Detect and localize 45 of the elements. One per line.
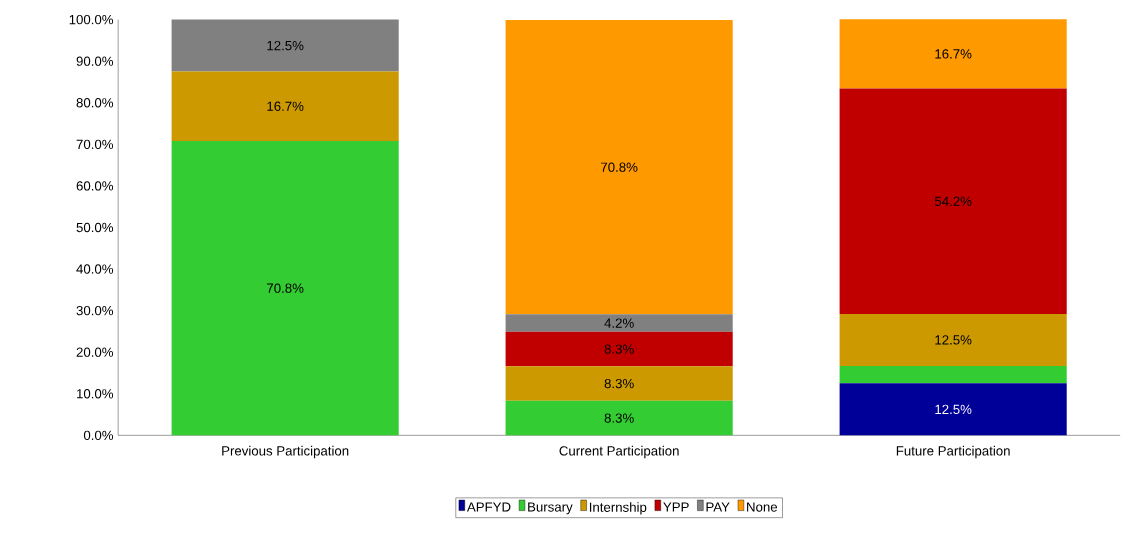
data-label: 12.5%	[267, 40, 304, 51]
y-tick-label: 60.0%	[76, 181, 114, 191]
y-tick-label: 10.0%	[77, 388, 114, 399]
bar	[839, 313, 1067, 366]
bar	[505, 19, 733, 315]
data-label: 8.3%	[604, 413, 634, 423]
data-label: 16.7%	[935, 49, 972, 59]
bar	[505, 400, 733, 436]
bar	[505, 314, 733, 332]
bar	[171, 19, 399, 72]
bar	[839, 383, 1067, 436]
y-tick-label: 90.0%	[76, 56, 114, 66]
data-label: 70.8%	[267, 283, 304, 293]
x-tick-label: Current Participation	[559, 445, 679, 458]
bar	[171, 71, 399, 141]
legend-label: APFYD	[466, 502, 511, 512]
legend-label: None	[747, 502, 778, 512]
y-tick-label: 20.0%	[76, 347, 114, 357]
data-label: 8.3%	[604, 378, 634, 389]
data-label: 12.5%	[935, 335, 972, 345]
legend-label: PAY	[706, 502, 730, 512]
y-tick-label: 0.0%	[83, 430, 114, 440]
bar	[171, 140, 399, 436]
data-label: 16.7%	[267, 101, 304, 111]
bar	[505, 366, 733, 401]
y-tick-label: 100.0%	[69, 14, 114, 25]
bar	[839, 19, 1067, 89]
bar	[839, 88, 1067, 314]
y-tick-label: 50.0%	[76, 222, 114, 232]
y-tick-label: 80.0%	[76, 97, 114, 108]
x-tick-label: Future Participation	[896, 445, 1010, 458]
bar	[505, 331, 733, 367]
y-tick-label: 40.0%	[76, 264, 114, 274]
data-label: 54.2%	[934, 196, 972, 206]
data-label: 8.3%	[604, 344, 634, 354]
data-label: 4.2%	[604, 318, 634, 328]
legend-label: YPP	[663, 502, 689, 512]
legend-label: Internship	[589, 502, 647, 515]
x-tick-label: Previous Participation	[222, 445, 349, 458]
data-label: 70.8%	[601, 162, 638, 172]
data-label: 12.5%	[935, 404, 972, 414]
y-tick-label: 30.0%	[76, 305, 114, 316]
y-tick-label: 70.0%	[76, 139, 114, 149]
legend-label: Bursary	[528, 502, 573, 515]
bar	[839, 365, 1067, 384]
